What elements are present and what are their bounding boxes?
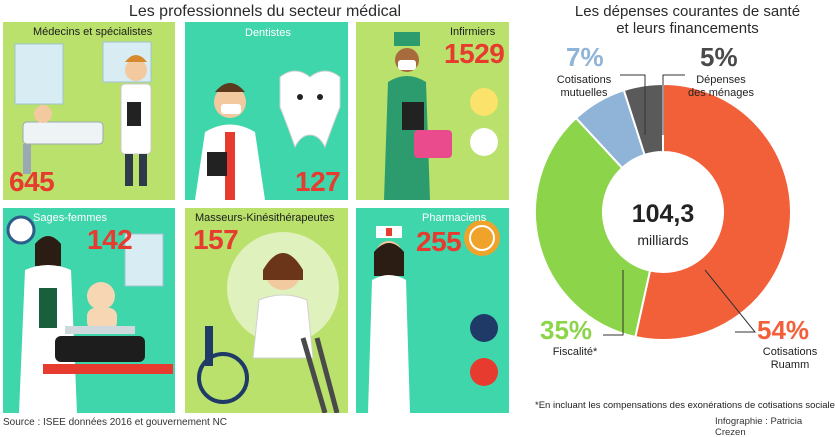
pct-label-fiscalite: 35% (540, 315, 593, 345)
card-value: 645 (9, 166, 55, 197)
slice-name-fiscalite: Fiscalité* (552, 346, 598, 358)
card-sages-femmes: Sages-femmes 142 (3, 208, 175, 413)
slice-name-line2: des ménages (687, 87, 755, 99)
card-value: 157 (193, 224, 239, 255)
pct-label-ruamm: 54% (757, 315, 810, 345)
card-value: 255 (416, 226, 462, 257)
pct-label-mutuelles: 7% (566, 42, 604, 72)
slice-name-menages: Dépenses des ménages (680, 74, 762, 100)
slice-name-line2: mutuelles (560, 87, 608, 99)
card-label: Pharmaciens (422, 212, 487, 224)
right-title-line1: Les dépenses courantes de santé (574, 3, 801, 20)
slice-name-line1: Cotisations (556, 74, 612, 86)
slice-name-line1: Cotisations (762, 346, 818, 358)
pharmacist-illustration (368, 220, 500, 413)
leader-line-ruamm (704, 269, 757, 333)
card-dentistes: Dentistes 127 (185, 22, 348, 200)
right-title: Les dépenses courantes de santé et leurs… (540, 3, 835, 37)
card-value: 127 (295, 166, 341, 197)
footnote: *En incluant les compensations des exoné… (535, 400, 835, 411)
nurse-illustration (384, 32, 498, 200)
slice-name-line1: Dépenses (696, 74, 746, 86)
slice-fiscalite (535, 116, 652, 339)
card-label: Médecins et spécialistes (33, 26, 153, 38)
pct-label-menages: 5% (700, 42, 738, 72)
center-value: 104,3 (631, 200, 695, 228)
center-unit: milliards (637, 232, 689, 248)
donut-hole (604, 153, 722, 271)
physio-illustration (197, 232, 340, 413)
leader-line-fiscalite (603, 270, 624, 336)
leader-line-mutuelles (620, 74, 646, 135)
slice-name-mutuelles: Cotisations mutuelles (544, 74, 624, 100)
card-masseurs-kinesitherapeutes: Masseurs-Kinésithérapeutes 157 (185, 208, 348, 413)
card-label: Sages-femmes (33, 212, 107, 224)
midwife-illustration (6, 215, 173, 413)
card-value: 1529 (444, 38, 505, 69)
doctor-illustration (14, 41, 152, 186)
card-label: Dentistes (245, 27, 291, 39)
financing-donut-chart (535, 74, 792, 341)
card-label: Masseurs-Kinésithérapeutes (195, 212, 335, 224)
slice-name-line2: Ruamm (770, 359, 810, 371)
card-infirmiers: Infirmiers 1529 (356, 22, 509, 200)
slice-name-ruamm: Cotisations Ruamm (750, 346, 830, 372)
card-pharmaciens: Pharmaciens 255 (356, 208, 509, 413)
card-label: Infirmiers (450, 26, 496, 38)
card-medecins: Médecins et spécialistes 645 (3, 22, 175, 200)
dentist-illustration (195, 70, 341, 200)
slice-ruamm (634, 82, 792, 341)
leader-line-menages (662, 74, 685, 135)
right-title-line2: et leurs financements (616, 20, 759, 37)
source: Source : ISEE données 2016 et gouverneme… (3, 417, 228, 428)
left-title: Les professionnels du secteur médical (128, 3, 402, 20)
credit: Infographie : Patricia Crezen (715, 416, 803, 437)
card-value: 142 (87, 224, 133, 255)
